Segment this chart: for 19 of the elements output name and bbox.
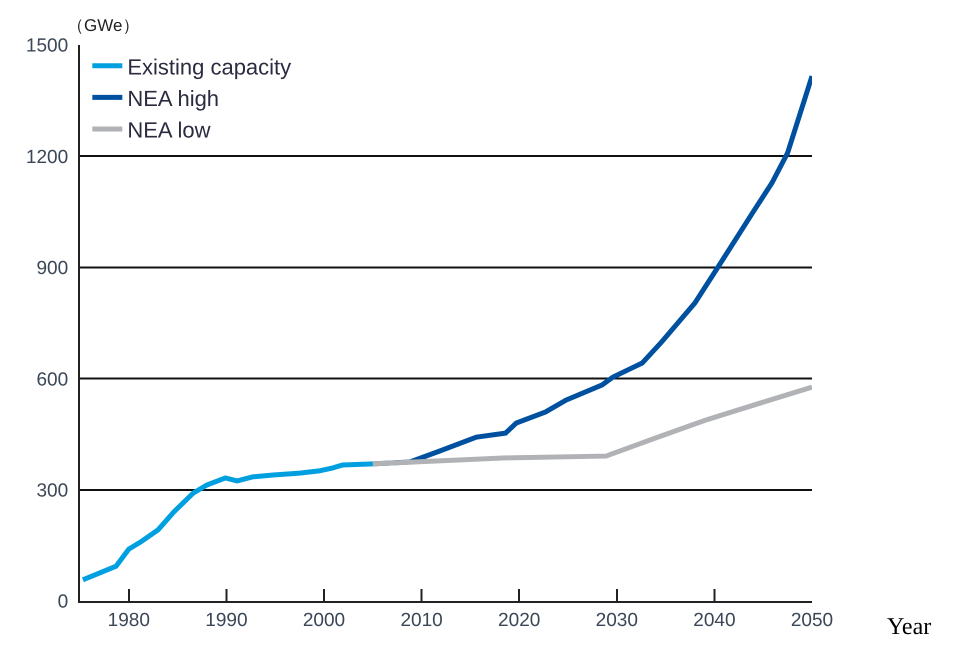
- x-tick-label: 1980: [108, 610, 150, 631]
- y-tick-label: 1500: [26, 36, 68, 57]
- x-tick-label: 2000: [302, 610, 346, 631]
- legend-label: NEA high: [127, 86, 220, 111]
- x-tick-label: 2010: [400, 610, 443, 631]
- x-tick-label: 2050: [790, 610, 834, 631]
- x-tick-label: 1990: [205, 610, 248, 631]
- y-axis-title: （GWe）: [67, 16, 140, 35]
- y-tick-label: 0: [58, 592, 68, 613]
- y-tick-label: 900: [36, 258, 68, 280]
- x-axis-title: Year: [887, 614, 932, 640]
- legend-label: NEA low: [127, 118, 211, 143]
- legend-label: Existing capacity: [127, 54, 292, 80]
- y-tick-label: 1200: [26, 146, 68, 168]
- y-tick-label: 300: [36, 480, 68, 502]
- x-tick-label: 2030: [596, 610, 638, 631]
- x-tick-label: 2020: [498, 610, 540, 631]
- x-tick-label: 2040: [693, 610, 736, 631]
- y-tick-label: 600: [36, 369, 68, 390]
